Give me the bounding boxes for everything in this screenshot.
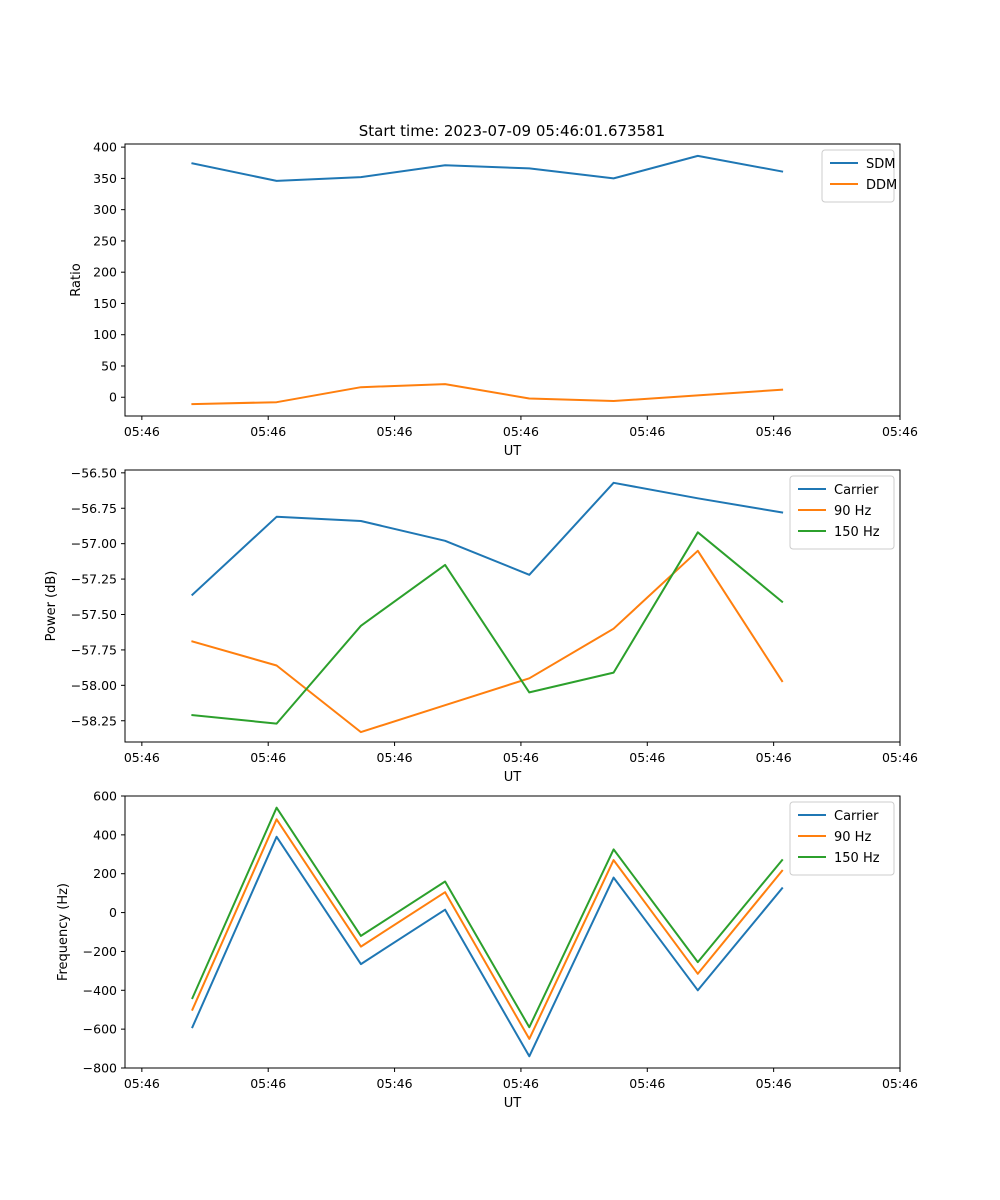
x-tick-label: 05:46 — [629, 750, 665, 765]
y-tick-label: 600 — [93, 789, 117, 804]
y-tick-label: −58.25 — [71, 713, 117, 728]
x-axis-label: UT — [504, 1096, 522, 1111]
series-line-carrier — [190, 481, 784, 597]
x-tick-label: 05:46 — [250, 424, 286, 439]
x-tick-label: 05:46 — [377, 750, 413, 765]
y-tick-label: −400 — [83, 983, 117, 998]
x-tick-label: 05:46 — [629, 424, 665, 439]
frequency-panel: 05:46 05:46 05:46 05:46 05:46 05:46 05:46 −800 −… — [56, 789, 918, 1112]
panels: 05:46 05:46 05:46 05:46 05:46 05:46 05:46 0 50 10… — [44, 140, 918, 1111]
series-line-carrier — [191, 835, 784, 1058]
ratio-panel: 05:46 05:46 05:46 05:46 05:46 05:46 05:46 0 50 10… — [69, 140, 918, 459]
legend-label: DDM — [866, 178, 897, 193]
y-tick-label: −57.75 — [71, 642, 117, 657]
x-tick-label: 05:46 — [503, 424, 539, 439]
y-tick-label: −57.00 — [71, 536, 117, 551]
x-tick-label: 05:46 — [250, 750, 286, 765]
legend-label: 90 Hz — [834, 504, 871, 519]
y-tick-label: −56.50 — [71, 465, 117, 480]
y-tick-label: −58.00 — [71, 678, 117, 693]
axes-frame — [124, 143, 901, 417]
x-tick-label: 05:46 — [629, 1076, 665, 1091]
legend-label: 150 Hz — [834, 525, 880, 540]
x-tick-label: 05:46 — [503, 1076, 539, 1091]
y-tick-label: 200 — [93, 265, 117, 280]
x-tick-label: 05:46 — [756, 424, 792, 439]
y-tick-label: 350 — [93, 171, 117, 186]
y-tick-label: 0 — [109, 390, 117, 405]
y-tick-label: 400 — [93, 827, 117, 842]
legend: SDM DDM — [821, 149, 897, 203]
y-tick-label: 250 — [93, 233, 117, 248]
x-tick-label: 05:46 — [756, 750, 792, 765]
x-tick-label: 05:46 — [124, 424, 160, 439]
y-tick-label: 300 — [93, 202, 117, 217]
y-tick-label: −56.75 — [71, 501, 117, 516]
y-tick-label: −800 — [83, 1061, 117, 1076]
series-line-150-hz — [191, 531, 784, 725]
y-tick-label: −600 — [83, 1022, 117, 1037]
figure-title: Start time: 2023-07-09 05:46:01.673581 — [359, 122, 665, 140]
x-tick-label: 05:46 — [377, 1076, 413, 1091]
y-tick-label: 150 — [93, 296, 117, 311]
power-panel: 05:46 05:46 05:46 05:46 05:46 05:46 05:46 −58.2… — [44, 465, 918, 785]
y-tick-label: −57.50 — [71, 607, 117, 622]
x-tick-label: 05:46 — [124, 1076, 160, 1091]
series-line-150-hz — [191, 806, 784, 1029]
y-tick-label: 400 — [93, 140, 117, 155]
legend: Carrier 90 Hz 150 Hz — [789, 801, 895, 876]
axes-frame — [124, 795, 901, 1069]
x-tick-label: 05:46 — [882, 424, 918, 439]
legend-label: Carrier — [834, 809, 879, 824]
series-line-sdm — [191, 154, 784, 182]
x-tick-label: 05:46 — [756, 1076, 792, 1091]
y-axis-label: Power (dB) — [44, 571, 59, 642]
y-tick-label: 200 — [93, 866, 117, 881]
legend: Carrier 90 Hz 150 Hz — [789, 475, 895, 550]
axes-frame — [124, 469, 901, 743]
legend-label: Carrier — [834, 483, 879, 498]
y-tick-label: −57.25 — [71, 572, 117, 587]
series-line-90-hz — [191, 818, 784, 1040]
series-line-90-hz — [191, 549, 784, 734]
legend-label: 90 Hz — [834, 830, 871, 845]
legend-label: 150 Hz — [834, 851, 880, 866]
y-tick-label: 100 — [93, 327, 117, 342]
series-line-ddm — [191, 383, 784, 406]
y-axis-label: Frequency (Hz) — [56, 883, 71, 981]
y-tick-label: −200 — [83, 944, 117, 959]
x-tick-label: 05:46 — [124, 750, 160, 765]
x-tick-label: 05:46 — [377, 424, 413, 439]
x-tick-label: 05:46 — [503, 750, 539, 765]
x-tick-label: 05:46 — [882, 750, 918, 765]
x-axis-label: UT — [504, 770, 522, 785]
y-axis-label: Ratio — [69, 263, 84, 296]
x-axis-label: UT — [504, 444, 522, 459]
legend-label: SDM — [866, 157, 895, 172]
y-tick-label: 0 — [109, 905, 117, 920]
x-tick-label: 05:46 — [882, 1076, 918, 1091]
x-tick-label: 05:46 — [250, 1076, 286, 1091]
y-tick-label: 50 — [101, 358, 117, 373]
